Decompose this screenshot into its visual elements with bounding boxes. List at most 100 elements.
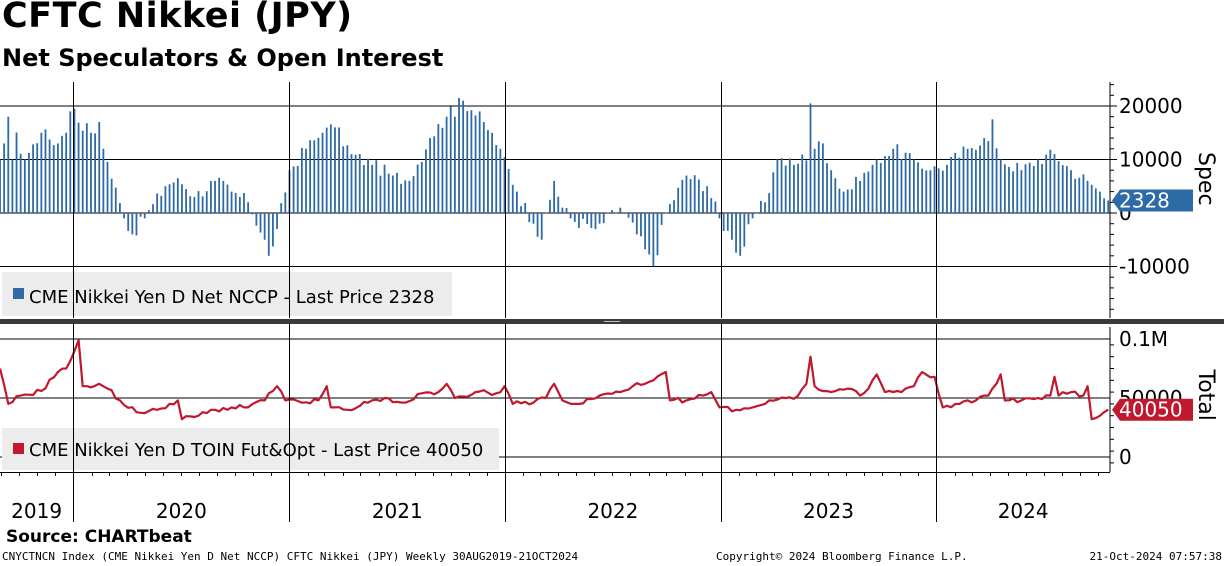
spec-bar	[627, 213, 630, 218]
spec-bar	[830, 170, 833, 213]
spec-bar	[267, 213, 270, 256]
spec-bar	[644, 213, 646, 250]
spec-bar	[793, 164, 795, 213]
spec-bar	[160, 195, 163, 213]
spec-bar	[52, 145, 55, 213]
spec-legend-box	[2, 272, 452, 316]
spec-bar	[991, 119, 994, 213]
spec-bar	[110, 178, 113, 213]
spec-bar	[470, 110, 473, 213]
spec-bar	[205, 191, 208, 213]
footer-timestamp: 21-Oct-2024 07:57:38	[1089, 550, 1222, 563]
total-legend-label: CME Nikkei Yen D TOIN Fut&Opt - Last Pri…	[29, 440, 483, 461]
spec-bar	[908, 153, 911, 213]
spec-bar	[826, 163, 828, 213]
spec-bar	[561, 207, 564, 213]
spec-bar	[147, 210, 150, 213]
spec-bar	[251, 213, 254, 215]
spec-bar	[838, 188, 841, 213]
spec-bar	[379, 175, 382, 213]
spec-bar	[437, 124, 440, 213]
spec-bar	[582, 213, 584, 219]
spec-bar	[975, 149, 977, 213]
spec-bar	[375, 160, 378, 213]
spec-axis-title: Spec	[1193, 152, 1218, 206]
spec-bar	[453, 116, 456, 213]
spec-bar	[524, 203, 527, 213]
spec-bar	[1099, 191, 1101, 213]
spec-bar	[822, 143, 824, 213]
spec-bar	[346, 145, 349, 213]
spec-bar	[495, 145, 498, 213]
spec-bar	[764, 202, 766, 213]
spec-bar	[718, 213, 721, 219]
spec-bar	[677, 187, 680, 213]
spec-bar	[999, 159, 1002, 213]
spec-bar	[222, 181, 225, 213]
spec-bar	[685, 175, 688, 213]
spec-bar	[90, 132, 92, 213]
spec-bar	[247, 202, 250, 213]
spec-bar	[569, 213, 572, 219]
spec-bar	[565, 208, 568, 213]
spec-bar	[300, 148, 303, 213]
spec-bar	[11, 159, 14, 213]
spec-bar	[602, 213, 605, 224]
spec-bar	[515, 191, 518, 213]
spec-bar	[801, 154, 804, 213]
spec-bar	[503, 157, 506, 213]
spec-bar	[65, 132, 68, 213]
spec-bar	[979, 145, 981, 213]
spec-bar	[1037, 159, 1039, 213]
spec-bar	[280, 203, 283, 213]
spec-bar	[263, 213, 266, 240]
spec-y-tick-label: 20000	[1119, 94, 1183, 118]
spec-bar	[1016, 162, 1019, 213]
total-series-line	[0, 339, 1109, 421]
spec-bar	[15, 132, 18, 213]
spec-bar	[350, 154, 353, 213]
total-y-tick-label: 0.1M	[1119, 327, 1168, 351]
spec-bar	[1078, 177, 1081, 213]
spec-bar	[958, 157, 961, 213]
spec-bar	[987, 141, 990, 213]
spec-bar	[702, 191, 704, 213]
spec-bar	[114, 187, 117, 213]
spec-bar	[1012, 171, 1015, 213]
spec-bar	[623, 212, 626, 213]
spec-bar	[722, 213, 725, 231]
spec-bar	[243, 193, 245, 213]
spec-bar	[342, 146, 345, 213]
spec-bar	[181, 184, 183, 213]
spec-bar	[391, 175, 394, 213]
spec-y-tick-label: 10000	[1119, 148, 1183, 172]
spec-bar	[1061, 165, 1064, 213]
spec-bar	[234, 193, 237, 213]
spec-bar	[255, 213, 258, 226]
spec-bar	[77, 122, 80, 213]
spec-bar	[743, 213, 746, 247]
spec-bar	[590, 213, 593, 228]
spec-bar	[681, 179, 684, 213]
spec-bar	[354, 154, 357, 213]
spec-bar	[123, 213, 125, 219]
spec-bar	[797, 163, 799, 213]
spec-bar	[491, 132, 493, 213]
spec-bar	[1045, 154, 1048, 213]
spec-bar	[611, 210, 613, 213]
spec-bar	[131, 213, 134, 235]
total-axis-title: Total	[1193, 369, 1218, 421]
spec-bar	[520, 206, 522, 213]
x-year-label: 2020	[156, 499, 207, 523]
spec-bar	[1090, 184, 1093, 213]
x-year-label: 2023	[803, 499, 854, 523]
spec-bar	[540, 213, 543, 240]
spec-bar	[726, 213, 729, 231]
spec-bar	[44, 129, 47, 213]
spec-bar	[383, 164, 386, 213]
spec-bar	[362, 165, 365, 213]
spec-bar	[888, 156, 890, 213]
spec-bar	[553, 180, 556, 213]
spec-bar	[36, 143, 39, 213]
